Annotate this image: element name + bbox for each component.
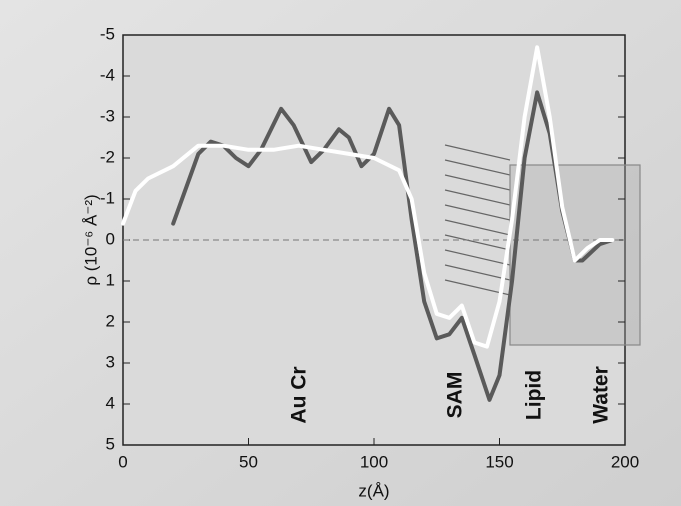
y-tick-label: -3 [100, 106, 115, 125]
y-tick-label: 2 [106, 311, 115, 330]
y-tick-label: -2 [100, 147, 115, 166]
annotation: Water [590, 366, 613, 424]
annotation: Au Cr [288, 366, 311, 423]
x-tick-label: 200 [611, 452, 639, 471]
annotation: Lipid [523, 370, 546, 420]
line [121, 45, 615, 349]
y-tick-label: 3 [106, 352, 115, 371]
y-tick-label: 4 [106, 393, 115, 412]
y-tick-label: 5 [106, 434, 115, 453]
y-tick-label: 0 [106, 229, 115, 248]
y-tick-label: 1 [106, 270, 115, 289]
y-axis-label: ρ (10⁻⁶ Å⁻²) [81, 194, 100, 285]
x-tick-label: 150 [485, 452, 513, 471]
y-tick-label: -4 [100, 65, 115, 84]
y-tick-label: -5 [100, 24, 115, 43]
y-tick-label: -1 [100, 188, 115, 207]
annotation: SAM [444, 372, 467, 419]
x-tick-label: 0 [118, 452, 127, 471]
x-tick-label: 50 [239, 452, 258, 471]
x-tick-label: 100 [360, 452, 388, 471]
line [171, 90, 615, 402]
x-axis-label: z(Å) [358, 481, 389, 500]
